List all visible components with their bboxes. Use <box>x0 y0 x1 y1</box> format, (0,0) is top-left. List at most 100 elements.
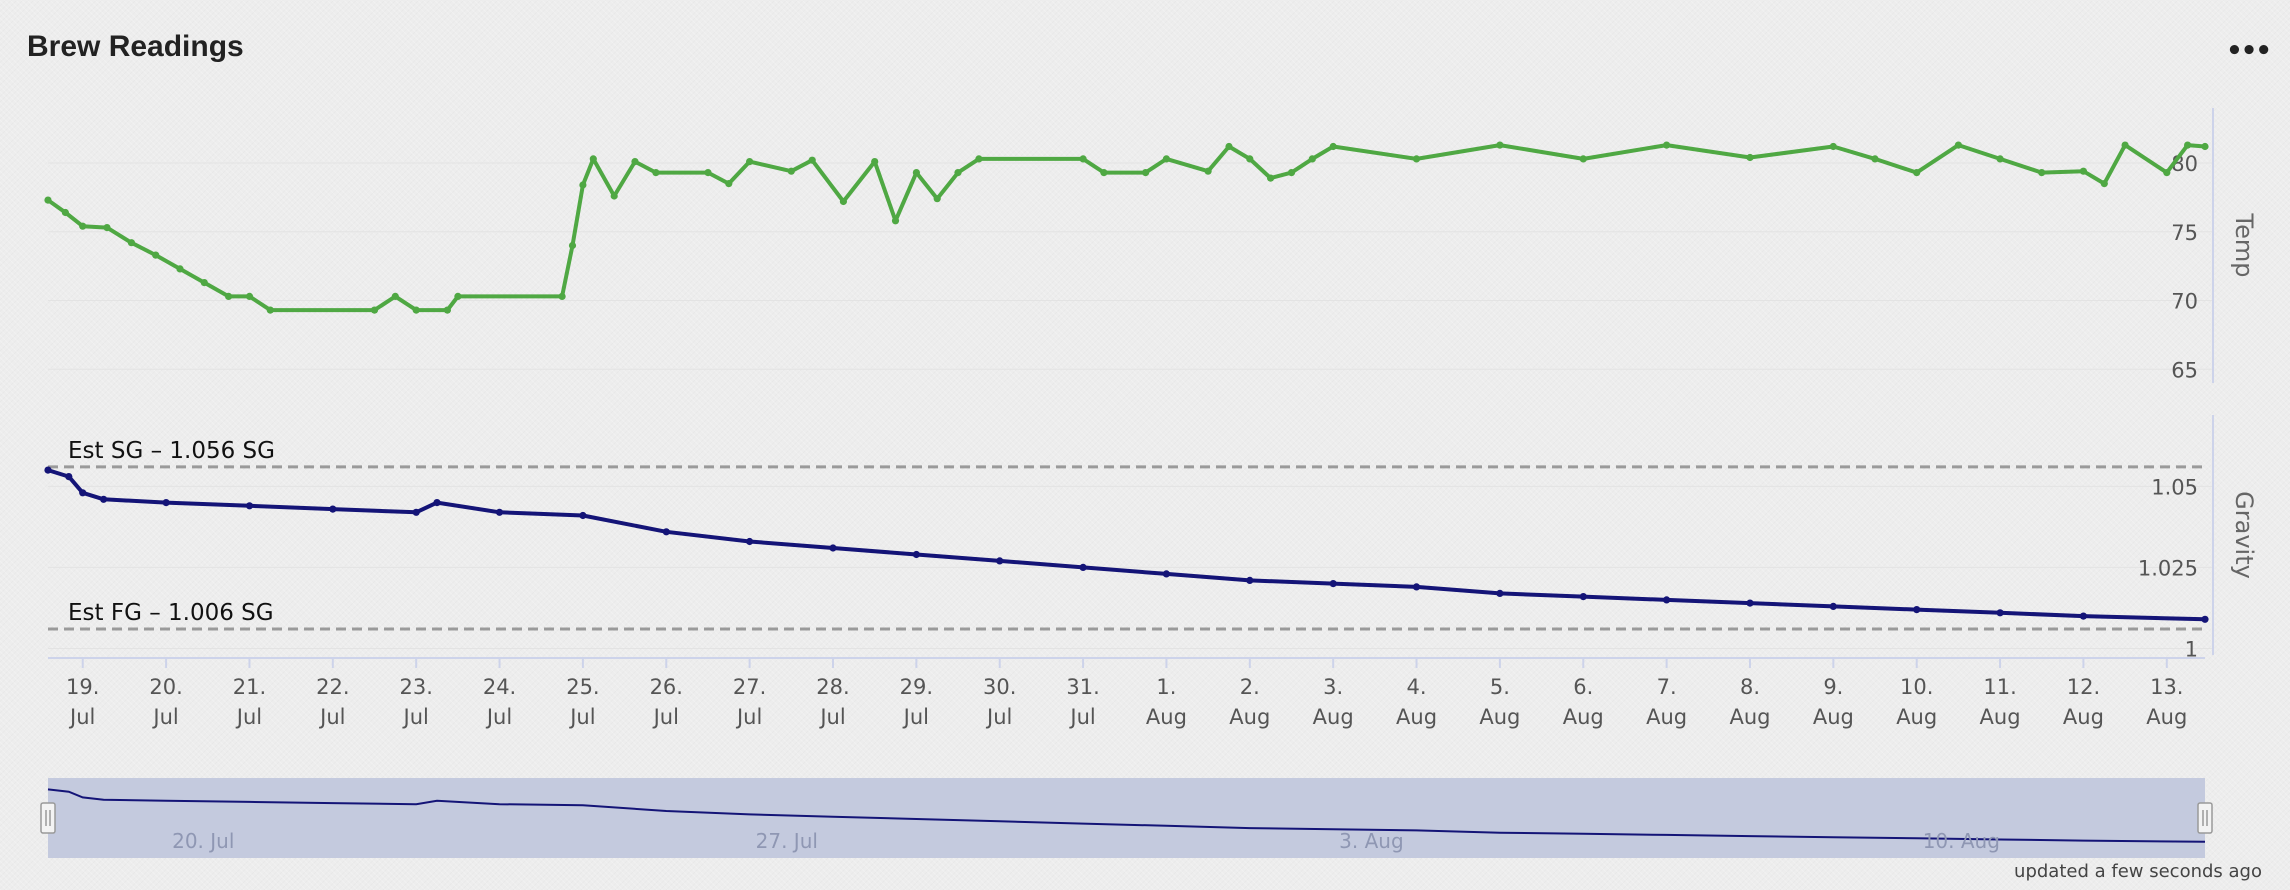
x-tick-label: Jul <box>818 705 845 729</box>
data-point <box>1287 169 1296 177</box>
data-point <box>808 156 816 164</box>
data-point <box>975 155 983 163</box>
data-point <box>433 499 441 507</box>
data-point <box>2184 141 2192 149</box>
x-tick-label: 13. <box>2150 675 2183 699</box>
x-tick-label: Aug <box>1396 705 1437 729</box>
handle-body <box>2197 802 2213 834</box>
handle-body <box>40 802 56 834</box>
x-tick-label: Aug <box>1479 705 1520 729</box>
data-point <box>1142 169 1150 177</box>
x-tick-label: Aug <box>2063 705 2104 729</box>
data-point <box>454 292 462 300</box>
data-point <box>100 495 108 503</box>
x-tick-label: 29. <box>900 675 933 699</box>
y-tick-label: 65 <box>2171 358 2198 382</box>
data-point <box>245 292 254 300</box>
x-tick-label: Aug <box>1896 705 1937 729</box>
y-axis-title: Gravity <box>2230 491 2258 579</box>
data-point <box>79 489 87 497</box>
data-point <box>1746 599 1754 607</box>
x-tick-label: Aug <box>1146 705 1187 729</box>
data-point <box>44 466 52 474</box>
x-tick-label: 12. <box>2067 675 2100 699</box>
x-tick-label: Jul <box>735 705 762 729</box>
data-point <box>2079 167 2087 175</box>
estimate-label: Est FG – 1.006 SG <box>68 600 274 626</box>
data-point <box>2038 169 2046 177</box>
data-point <box>412 508 420 516</box>
x-tick-label: 23. <box>399 675 432 699</box>
x-tick-label: Jul <box>1068 705 1095 729</box>
data-point <box>1267 174 1275 182</box>
x-tick-label: Aug <box>1646 705 1687 729</box>
data-point <box>1954 141 1962 149</box>
panel-title: Brew Readings <box>27 30 244 63</box>
data-point <box>2121 141 2129 149</box>
data-point <box>787 167 795 175</box>
y-tick-label: 70 <box>2171 290 2198 314</box>
data-point <box>1162 155 1170 163</box>
ellipsis-icon[interactable]: ••• <box>2226 36 2272 66</box>
data-point <box>912 550 921 559</box>
navigator[interactable]: 20. Jul 27. Jul 3. Aug 10. Aug <box>40 778 2213 858</box>
series-line <box>47 468 2206 622</box>
data-point <box>1204 167 1212 175</box>
y-axis-title: Temp <box>2230 213 2258 278</box>
data-point <box>839 197 848 206</box>
data-point <box>127 239 135 247</box>
data-point <box>558 292 566 300</box>
navigator-label: 10. Aug <box>1923 829 2000 853</box>
navigator-handle-right[interactable] <box>2197 802 2213 834</box>
x-tick-label: 6. <box>1573 675 1593 699</box>
data-point <box>370 306 379 314</box>
navigator-handle-left[interactable] <box>40 802 56 834</box>
data-point <box>152 251 160 259</box>
data-point <box>1329 142 1337 151</box>
data-point <box>225 292 233 300</box>
data-point <box>162 499 170 507</box>
data-point <box>1996 155 2004 163</box>
data-point <box>176 265 184 273</box>
data-point <box>579 511 587 520</box>
x-tick-label: Jul <box>151 705 178 729</box>
navigator-label: 27. Jul <box>756 829 818 853</box>
x-tick-label: Aug <box>1563 705 1604 729</box>
y-tick-label: 1.05 <box>2151 475 2198 499</box>
data-point <box>1412 155 1421 163</box>
x-tick-label: Jul <box>568 705 595 729</box>
navigator-label: 3. Aug <box>1339 829 1404 853</box>
data-point <box>412 306 420 314</box>
data-point <box>2079 612 2087 620</box>
x-tick-label: Jul <box>235 705 262 729</box>
x-tick-label: 22. <box>316 675 349 699</box>
x-tick-label: Jul <box>652 705 679 729</box>
y-tick-label: 1 <box>2185 638 2198 662</box>
x-tick-label: Jul <box>318 705 345 729</box>
data-point <box>1913 606 1921 614</box>
x-tick-label: 11. <box>1983 675 2016 699</box>
x-tick-label: 5. <box>1490 675 1510 699</box>
y-tick-label: 75 <box>2171 221 2198 245</box>
data-point <box>579 181 587 189</box>
x-tick-label: 10. <box>1900 675 1933 699</box>
gravity-pane: 1 1.025 1.05 Gravity Est SG – 1.056 SG Est FG… <box>44 415 2258 662</box>
x-tick-label: 24. <box>483 675 516 699</box>
data-point <box>1225 142 1233 151</box>
data-point <box>662 528 670 536</box>
data-point <box>1329 580 1337 588</box>
navigator-label: 20. Jul <box>172 829 234 853</box>
data-point <box>996 557 1004 565</box>
data-point <box>704 169 712 177</box>
series-line <box>46 143 2206 313</box>
x-tick-label: 30. <box>983 675 1016 699</box>
data-point <box>1246 155 1254 163</box>
x-tick-label: 3. <box>1323 675 1343 699</box>
data-point <box>266 306 274 314</box>
x-tick-label: Jul <box>485 705 512 729</box>
data-point <box>912 169 921 177</box>
data-point <box>933 195 941 203</box>
x-tick-label: 9. <box>1823 675 1843 699</box>
data-point <box>1412 583 1421 591</box>
